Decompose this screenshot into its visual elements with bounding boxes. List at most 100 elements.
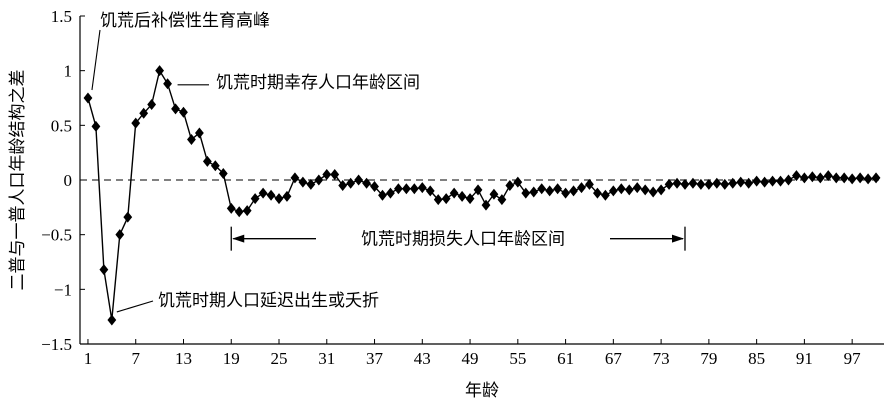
annotation-survivor-age-range: 饥荒时期幸存人口年龄区间 [216, 73, 420, 93]
y-axis-label: 二普与一普人口年龄结构之差 [8, 70, 28, 291]
series-diamond-line [83, 65, 881, 326]
data-point-marker [91, 120, 101, 132]
data-point-marker [537, 183, 547, 195]
data-point-marker [784, 174, 793, 186]
series-line [87, 68, 877, 321]
x-tick-label: 13 [175, 349, 192, 368]
data-point-marker [585, 178, 594, 190]
data-point-marker [672, 177, 682, 189]
data-point-marker [354, 174, 364, 186]
data-point-marker [298, 176, 308, 188]
data-point-marker [744, 177, 754, 189]
data-point-marker [187, 134, 196, 146]
data-point-marker [131, 117, 141, 129]
data-point-marker [195, 127, 204, 139]
y-tick-label: −0.5 [41, 226, 72, 245]
data-point-marker [648, 186, 658, 198]
data-point-marker [139, 107, 149, 119]
data-point-marker [242, 205, 252, 217]
annotation-leader-line [116, 300, 154, 313]
data-point-marker [728, 177, 738, 189]
data-point-marker [314, 174, 324, 186]
x-tick-label: 37 [366, 349, 384, 368]
data-point-marker [449, 187, 459, 199]
data-point-marker [338, 179, 348, 191]
data-point-marker [147, 99, 157, 111]
x-axis-label: 年龄 [465, 381, 499, 401]
y-tick-label: −1 [54, 280, 72, 299]
x-tick-label: 31 [318, 349, 335, 368]
data-point-marker [513, 176, 523, 188]
data-point-marker [457, 190, 467, 202]
data-point-marker [155, 65, 165, 77]
data-point-marker [863, 173, 873, 185]
data-point-marker [752, 175, 762, 187]
data-point-marker [386, 187, 395, 199]
data-point-marker [847, 173, 857, 185]
x-tick-label: 91 [796, 349, 813, 368]
x-tick-label: 67 [605, 349, 623, 368]
data-point-marker [210, 160, 220, 172]
annotation-leader-line [91, 29, 101, 91]
data-point-marker [417, 182, 427, 194]
data-point-marker [616, 183, 626, 195]
data-point-marker [776, 175, 785, 187]
x-tick-label: 25 [271, 349, 288, 368]
data-point-marker [115, 229, 125, 241]
data-point-marker [234, 206, 244, 218]
data-point-marker [545, 185, 555, 197]
data-point-marker [99, 264, 109, 276]
data-point-marker [569, 185, 578, 197]
x-tick-label: 55 [509, 349, 526, 368]
data-point-marker [529, 186, 539, 198]
y-tick-label: 0 [64, 171, 73, 190]
data-point-marker [370, 181, 379, 193]
data-point-marker [720, 178, 730, 190]
y-tick-label: 1.5 [51, 7, 72, 26]
data-point-marker [831, 172, 841, 184]
y-tick-label: −1.5 [41, 335, 72, 354]
data-point-marker [226, 202, 236, 214]
data-point-marker [871, 172, 881, 184]
data-point-marker [218, 167, 228, 179]
data-point-marker [473, 184, 483, 196]
x-tick-label: 97 [844, 349, 862, 368]
range-arrowhead-left [232, 234, 245, 243]
data-point-marker [179, 106, 188, 118]
x-tick-label: 85 [748, 349, 765, 368]
data-point-marker [839, 172, 849, 184]
x-tick-label: 1 [84, 349, 93, 368]
data-point-marker [107, 314, 117, 326]
data-point-marker [497, 194, 507, 206]
x-tick-label: 73 [653, 349, 670, 368]
data-point-marker [163, 78, 172, 90]
annotation-delayed-births: 饥荒时期人口延迟出生或夭折 [158, 291, 379, 311]
x-tick-label: 19 [223, 349, 240, 368]
data-point-marker [505, 179, 515, 191]
x-tick-label: 79 [700, 349, 717, 368]
x-tick-label: 7 [131, 349, 140, 368]
data-point-marker [306, 178, 316, 190]
data-point-marker [290, 172, 300, 184]
data-point-marker [401, 183, 411, 195]
data-point-marker [696, 178, 706, 190]
data-point-marker [680, 178, 690, 190]
data-point-marker [664, 178, 674, 190]
y-tick-label: 1 [64, 62, 73, 81]
data-point-marker [792, 170, 801, 182]
data-point-marker [521, 187, 531, 199]
data-point-marker [855, 172, 865, 184]
data-point-marker [656, 184, 666, 196]
x-tick-label: 61 [557, 349, 574, 368]
axes: −1.5 −1 −0.5 0 0.5 1 1.5 1 7 13 19 25 31 37 43 49 55 61 67… [8, 7, 884, 401]
data-point-marker [807, 171, 817, 183]
data-point-marker [362, 177, 371, 189]
data-point-marker [433, 194, 443, 206]
data-point-marker [553, 183, 563, 195]
y-tick-label: 0.5 [51, 116, 72, 135]
data-point-marker [768, 175, 777, 187]
data-point-marker [489, 188, 499, 200]
data-point-marker [322, 169, 332, 181]
data-point-marker [481, 199, 491, 211]
